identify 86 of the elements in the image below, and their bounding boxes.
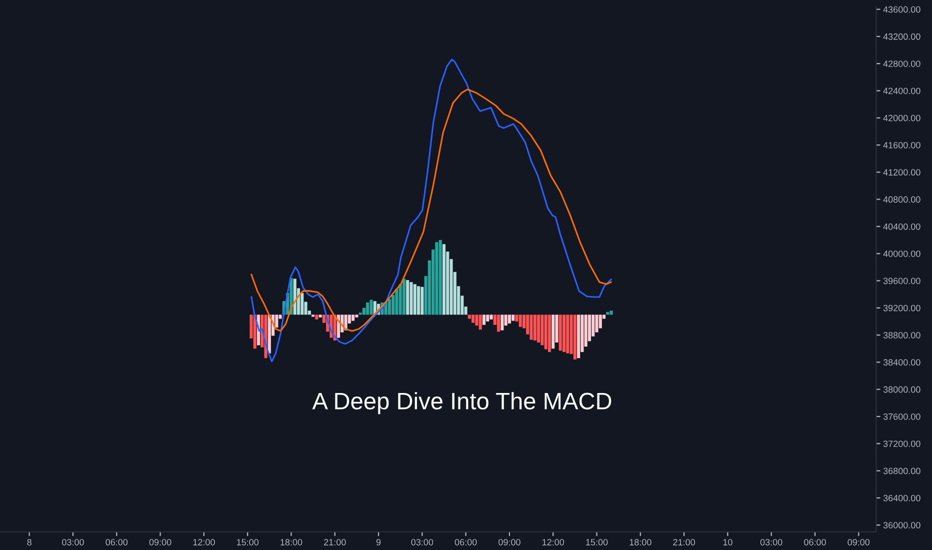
x-tick-label: 12:00 [193,539,215,546]
bar [606,312,610,315]
y-tick-label: 39600.00 [883,278,920,284]
bar [352,314,355,321]
bar [540,314,544,346]
x-tick-label: 06:00 [454,539,477,546]
y-tick-label: 40800.00 [883,196,920,203]
bar [355,314,358,318]
y-tick-label: 36400.00 [883,494,920,502]
bar [366,302,370,315]
y-tick-label: 40000.00 [883,250,920,257]
bar [435,242,438,315]
annotation: A Deep Dive Into The MACD [312,392,612,414]
x-tick-label: 09:00 [149,539,172,546]
bar [537,314,540,343]
bar [610,310,613,315]
y-tick-label: 38400.00 [883,359,920,366]
bar [566,314,570,354]
x-tick-label: 09:00 [498,539,520,546]
x-tick-label: 15:00 [586,539,608,546]
x-tick-label: 9 [376,539,381,546]
y-tick-label: 42000.00 [883,114,920,122]
bar [482,314,486,325]
bar [548,314,551,352]
y-tick-label: 42400.00 [883,88,920,94]
bar [518,314,522,327]
bar [552,314,555,349]
x-tick-label: 21:00 [324,539,346,546]
y-tick-label: 38000.00 [883,386,920,393]
bar [598,314,602,328]
bar [293,278,296,315]
bar [416,286,420,315]
y-tick-label: 38800.00 [883,332,920,338]
bar [420,286,424,315]
bar [486,314,490,322]
bar [595,314,598,332]
x-tick-label: 18:00 [280,539,302,546]
bar [573,314,576,360]
bar [577,314,580,358]
x-tick-label: 06:00 [106,539,128,546]
bar [438,240,442,315]
bar [508,314,511,324]
y-tick-label: 37600.00 [883,413,920,420]
x-tick-label: 8 [27,539,32,546]
bar [475,314,478,326]
bar [315,314,318,320]
x-tick-label: 12:00 [542,539,564,546]
y-tick-label: 36800.00 [883,468,920,474]
y-tick-label: 37200.00 [883,440,920,447]
x-tick-label: 06:00 [804,539,826,546]
bar [410,282,413,315]
bar [402,278,406,315]
bar [562,314,566,352]
y-tick-label: 43600.00 [883,6,920,13]
bar [497,314,500,332]
bar [558,314,562,351]
bar [472,314,475,323]
bar [512,314,515,321]
x-tick-label: 03:00 [411,539,434,546]
x-tick-label: 09:00 [848,539,870,546]
y-tick-label: 41200.00 [883,169,920,176]
bar [478,314,482,330]
x-tick-label: 03:00 [760,539,782,546]
bar [318,314,322,318]
y-tick-label: 42800.00 [883,60,920,67]
y-tick-label: 41600.00 [883,142,920,148]
y-tick-label: 43200.00 [883,33,920,40]
bar [370,300,373,315]
bar [544,314,548,350]
y-tick-label: 40400.00 [883,223,920,230]
bar [406,280,410,315]
y-tick-label: 36000.00 [883,522,920,528]
x-tick-label: 21:00 [673,539,695,546]
x-tick-label: 03:00 [62,539,84,546]
bar [413,284,416,315]
x-tick-label: 18:00 [630,539,652,546]
bar [530,314,533,340]
x-tick-label: 15:00 [236,539,259,546]
y-tick-label: 39200.00 [883,304,920,312]
bar [533,314,536,340]
bar [490,314,493,320]
x-tick-label: 10 [723,539,732,546]
bar [388,299,391,315]
bar [500,314,504,330]
bar [468,314,471,319]
bar [442,244,446,315]
